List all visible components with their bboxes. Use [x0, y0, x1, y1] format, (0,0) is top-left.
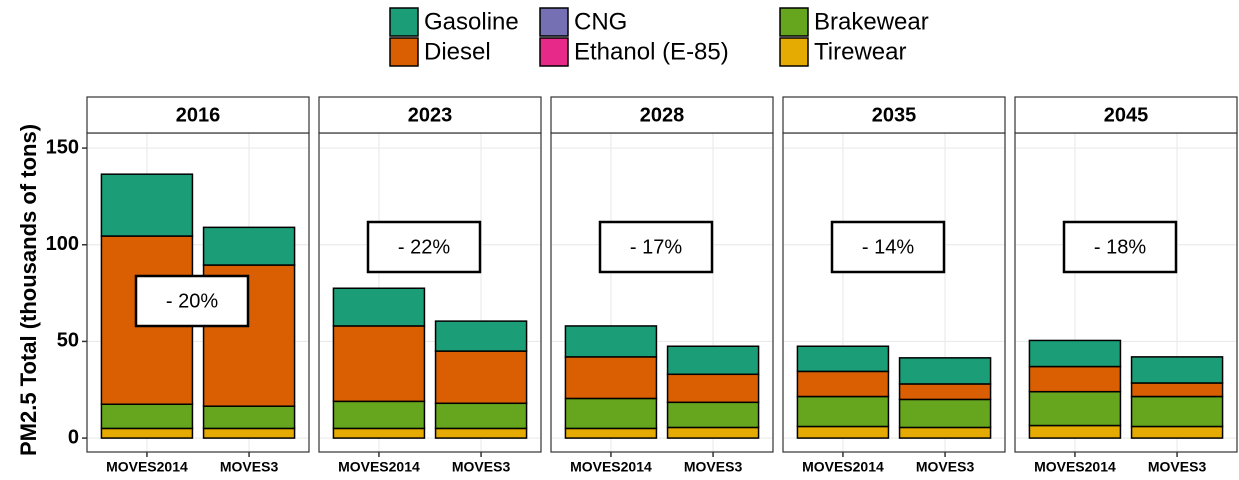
legend-swatch — [779, 37, 809, 67]
bar-segment — [564, 397, 658, 430]
bar-segment — [1028, 339, 1122, 368]
strip — [782, 96, 1006, 134]
bar-segment — [202, 226, 296, 266]
strip — [1014, 96, 1238, 134]
bar-segment — [796, 425, 890, 439]
bar-segment — [666, 426, 760, 439]
bar-segment — [332, 427, 426, 439]
bar-segment — [1130, 395, 1224, 428]
annotation: - 18% — [1094, 236, 1146, 258]
x-tick-label: MOVES3 — [220, 459, 279, 475]
legend-label: CNG — [574, 8, 627, 35]
legend-swatch — [779, 7, 809, 37]
y-tick-label: 0 — [68, 426, 79, 448]
bar-segment — [666, 345, 760, 376]
facet-title: 2035 — [872, 104, 917, 126]
bar-segment — [898, 357, 992, 385]
x-tick-label: MOVES2014 — [338, 459, 420, 475]
y-axis-label: PM2.5 Total (thousands of tons) — [16, 124, 41, 456]
legend-label: Tirewear — [814, 38, 906, 65]
bar-segment — [1028, 390, 1122, 427]
x-tick-label: MOVES2014 — [802, 459, 884, 475]
annotation: - 20% — [166, 290, 218, 312]
bar-segment — [666, 401, 760, 429]
annotation-box — [366, 220, 482, 274]
bar-segment — [796, 345, 890, 373]
strip — [86, 96, 310, 134]
bar-segment — [434, 402, 528, 430]
x-tick-label: MOVES3 — [916, 459, 975, 475]
bar-segment — [1130, 425, 1224, 439]
bar-segment — [202, 405, 296, 430]
bar-segment — [898, 426, 992, 439]
legend-swatch — [389, 7, 419, 37]
bar-segment — [202, 427, 296, 439]
x-tick-label: MOVES3 — [452, 459, 511, 475]
facet-title: 2028 — [640, 104, 685, 126]
x-tick-label: MOVES3 — [1148, 459, 1207, 475]
bar-segment — [434, 427, 528, 439]
bar-segment — [332, 325, 426, 403]
bar-segment — [1028, 365, 1122, 393]
x-tick-label: MOVES2014 — [1034, 459, 1116, 475]
y-tick-label: 150 — [46, 136, 79, 158]
annotation-box — [1062, 220, 1178, 274]
facet-title: 2045 — [1104, 104, 1149, 126]
annotation-box — [134, 274, 250, 328]
bar-segment — [796, 395, 890, 428]
x-tick-label: MOVES2014 — [106, 459, 188, 475]
legend-swatch — [539, 37, 569, 67]
legend-label: Brakewear — [814, 8, 929, 35]
bar-segment — [666, 373, 760, 404]
bar-segment — [1130, 356, 1224, 384]
facet-title: 2016 — [176, 104, 221, 126]
annotation-box — [598, 220, 714, 274]
bar-segment — [100, 173, 194, 237]
annotation: - 14% — [862, 236, 914, 258]
y-tick-label: 50 — [57, 330, 79, 352]
bar-segment — [1130, 382, 1224, 398]
bar-segment — [796, 370, 890, 398]
bar-segment — [898, 383, 992, 401]
bar-segment — [434, 320, 528, 352]
legend-swatch — [389, 37, 419, 67]
legend-label: Ethanol (E-85) — [574, 38, 729, 65]
bar-segment — [332, 400, 426, 430]
bar-segment — [898, 398, 992, 429]
bar-segment — [564, 356, 658, 400]
bar-segment — [564, 325, 658, 358]
annotation: - 22% — [398, 236, 450, 258]
legend-label: Gasoline — [424, 8, 519, 35]
x-tick-label: MOVES3 — [684, 459, 743, 475]
bar-segment — [564, 427, 658, 439]
bar-segment — [1028, 424, 1122, 439]
legend-swatch — [539, 7, 569, 37]
annotation: - 17% — [630, 236, 682, 258]
x-tick-label: MOVES2014 — [570, 459, 652, 475]
bar-segment — [434, 350, 528, 405]
bar-segment — [100, 403, 194, 430]
annotation-box — [830, 220, 946, 274]
facet-title: 2023 — [408, 104, 453, 126]
strip — [318, 96, 542, 134]
bar-segment — [100, 427, 194, 439]
legend-label: Diesel — [424, 38, 491, 65]
strip — [550, 96, 774, 134]
bar-segment — [332, 287, 426, 327]
y-tick-label: 100 — [46, 233, 79, 255]
